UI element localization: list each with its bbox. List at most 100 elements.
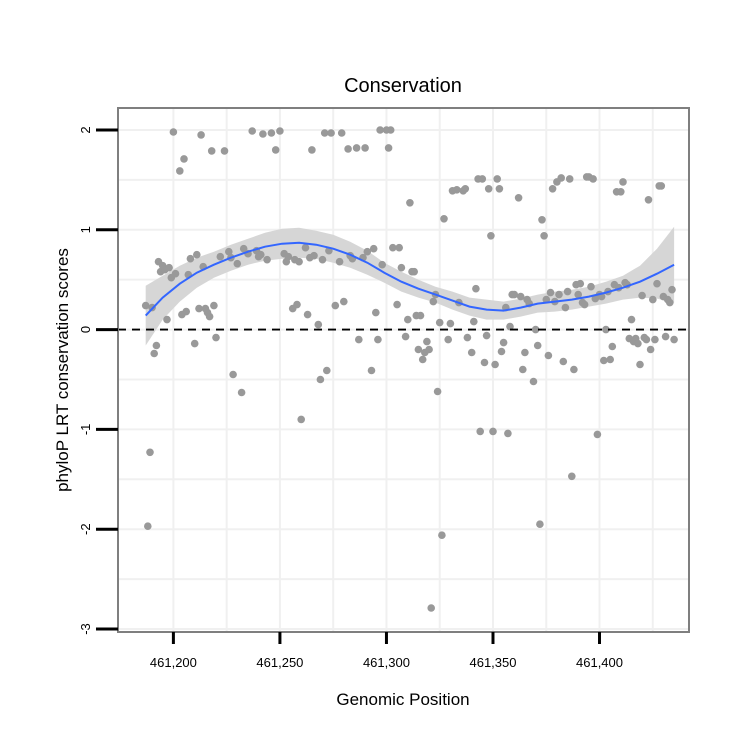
data-point xyxy=(404,315,412,324)
data-point xyxy=(418,355,427,364)
y-tick-label: -1 xyxy=(78,424,93,436)
data-point xyxy=(533,341,542,350)
data-point xyxy=(531,325,540,334)
data-point xyxy=(163,315,171,324)
data-point xyxy=(548,185,557,193)
data-point xyxy=(540,232,548,240)
data-point xyxy=(414,345,423,354)
data-point xyxy=(395,243,404,252)
data-point xyxy=(514,194,523,202)
data-point xyxy=(600,356,608,365)
data-point xyxy=(427,604,436,612)
data-point xyxy=(644,196,653,204)
data-point xyxy=(367,366,376,375)
data-point xyxy=(320,129,329,137)
data-point xyxy=(340,297,348,306)
data-point xyxy=(237,388,246,397)
data-point xyxy=(210,301,218,310)
data-point xyxy=(435,318,444,327)
data-point xyxy=(284,252,293,261)
data-point xyxy=(670,335,678,344)
data-point xyxy=(229,370,237,379)
data-point xyxy=(416,311,425,320)
data-point xyxy=(152,341,161,350)
data-point xyxy=(557,174,565,182)
data-point xyxy=(561,303,570,312)
data-point xyxy=(516,292,525,301)
data-point xyxy=(141,301,150,310)
data-point xyxy=(361,144,369,152)
data-point xyxy=(267,129,276,137)
data-point xyxy=(636,360,644,369)
data-point xyxy=(303,310,312,319)
data-point xyxy=(589,175,597,183)
data-point xyxy=(519,365,527,374)
data-point xyxy=(225,247,233,256)
data-point xyxy=(369,244,378,253)
data-point xyxy=(476,427,485,436)
data-point xyxy=(651,335,659,344)
data-point xyxy=(668,285,676,294)
data-point xyxy=(220,147,229,155)
data-point xyxy=(576,279,585,288)
data-point xyxy=(165,263,173,272)
data-point xyxy=(176,167,184,175)
data-point xyxy=(363,247,372,256)
x-tick-label: 461,350 xyxy=(469,655,516,670)
data-point xyxy=(453,186,461,194)
data-point xyxy=(587,282,595,291)
data-point xyxy=(606,355,614,364)
data-point xyxy=(638,291,646,300)
data-point xyxy=(193,250,201,259)
data-point xyxy=(489,427,497,436)
data-point xyxy=(318,255,327,264)
data-point xyxy=(546,288,555,297)
data-point xyxy=(568,472,576,481)
data-point xyxy=(478,175,487,183)
y-tick-label: 1 xyxy=(78,226,93,233)
x-tick-label: 461,400 xyxy=(576,655,623,670)
x-tick-label: 461,250 xyxy=(256,655,303,670)
data-point xyxy=(337,129,346,137)
data-point xyxy=(438,531,446,539)
data-point xyxy=(559,357,568,366)
data-point xyxy=(649,295,657,304)
data-point xyxy=(171,269,180,278)
data-point xyxy=(239,244,248,253)
data-point xyxy=(182,307,190,316)
data-point xyxy=(297,415,306,424)
data-point xyxy=(301,243,310,252)
data-point xyxy=(446,319,455,328)
data-point xyxy=(308,146,316,154)
data-point xyxy=(555,290,563,299)
y-tick-label: -2 xyxy=(78,523,93,535)
data-point xyxy=(495,185,504,193)
data-point xyxy=(259,130,267,138)
data-point xyxy=(355,335,363,344)
x-tick-label: 461,300 xyxy=(363,655,410,670)
data-point xyxy=(331,301,340,310)
data-point xyxy=(493,175,502,183)
data-point xyxy=(425,345,433,354)
y-tick-label: 2 xyxy=(78,126,93,133)
data-point xyxy=(169,128,178,136)
data-point xyxy=(627,315,636,324)
data-point xyxy=(433,387,442,396)
chart-title: Conservation xyxy=(344,75,462,97)
data-point xyxy=(499,338,508,347)
panel-border xyxy=(117,107,690,633)
data-point xyxy=(248,127,256,135)
data-point xyxy=(146,448,154,457)
data-point xyxy=(344,145,352,153)
data-point xyxy=(314,320,323,329)
data-point xyxy=(646,345,655,354)
data-point xyxy=(397,263,406,272)
data-point xyxy=(470,317,478,326)
data-point xyxy=(661,332,670,341)
data-point xyxy=(374,335,382,344)
data-point xyxy=(491,360,499,369)
smooth-line xyxy=(144,241,675,317)
data-point xyxy=(634,339,642,348)
